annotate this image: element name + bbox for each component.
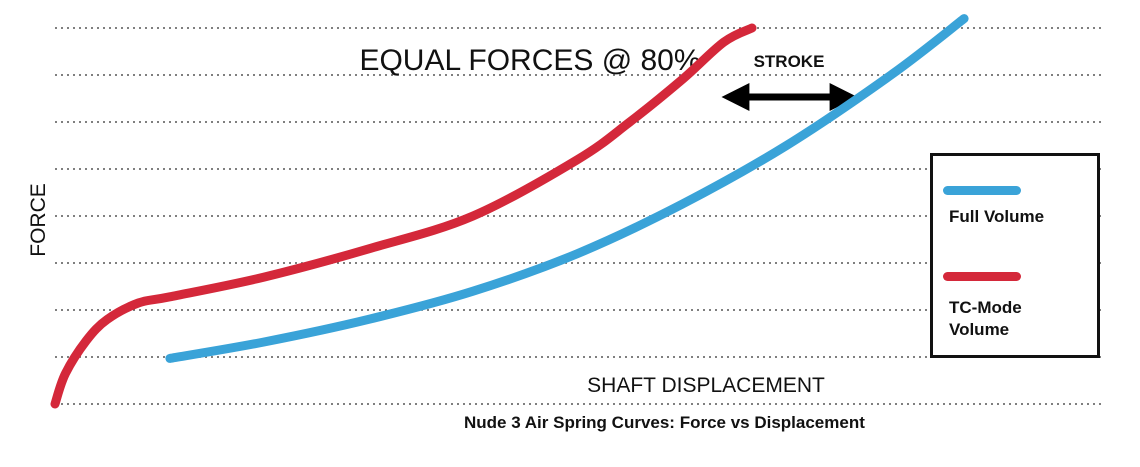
legend-label-full-volume: Full Volume [949,207,1045,226]
x-axis-label: SHAFT DISPLACEMENT [587,374,825,397]
series-layer [50,14,969,409]
gridlines [55,27,1105,405]
stroke-label: STROKE [754,52,825,71]
legend: Full Volume TC-Mode Volume [930,153,1100,358]
legend-label-tc-mode-line2: Volume [949,320,1010,339]
legend-swatch-tc-mode [943,272,1021,281]
y-axis-label: FORCE [27,183,50,257]
chart-annotation: EQUAL FORCES @ 80% [359,44,700,77]
chart-title: Nude 3 Air Spring Curves: Force vs Displ… [464,413,865,432]
legend-label-tc-mode-line1: TC-Mode [949,298,1022,317]
series-line-full-volume [165,14,969,363]
series-line-tc-mode-volume [50,23,757,409]
legend-swatch-full-volume [943,186,1021,195]
